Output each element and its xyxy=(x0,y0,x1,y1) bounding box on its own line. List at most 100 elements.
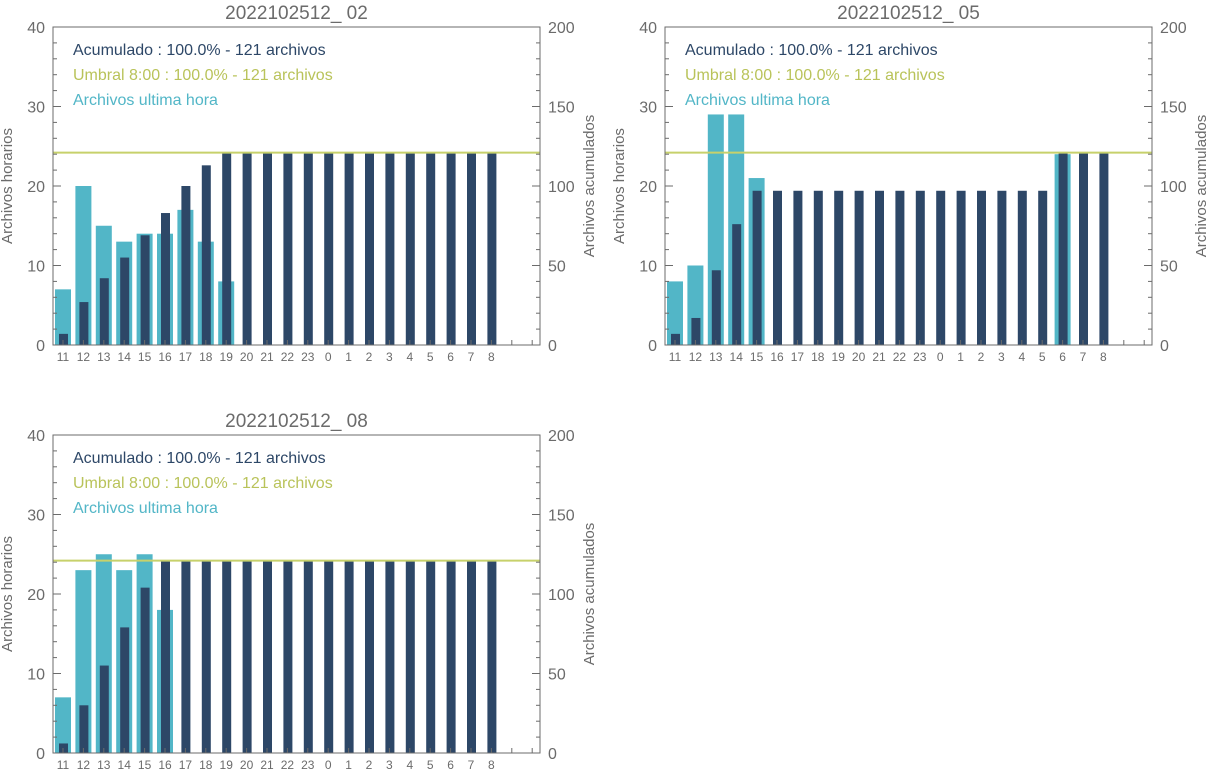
legend-threshold: Umbral 8:00 : 100.0% - 121 archivos xyxy=(73,67,333,84)
bar-cumulative-20 xyxy=(854,190,864,345)
bar-cumulative-21 xyxy=(263,152,272,345)
x-tick-label: 18 xyxy=(199,350,213,364)
y-tick-label: 40 xyxy=(639,20,657,37)
bar-cumulative-17 xyxy=(181,186,191,345)
legend-cumulative: Acumulado : 100.0% - 121 archivos xyxy=(73,450,326,467)
x-tick-label: 3 xyxy=(998,350,1005,364)
bar-cumulative-5 xyxy=(426,152,436,345)
bar-cumulative-15 xyxy=(752,190,762,345)
bar-cumulative-23 xyxy=(303,560,313,753)
y2-tick-label: 150 xyxy=(548,100,575,117)
x-tick-label: 7 xyxy=(468,350,475,364)
bar-cumulative-8 xyxy=(487,152,497,345)
x-tick-label: 2 xyxy=(366,758,373,771)
x-tick-label: 1 xyxy=(345,350,352,364)
legend-hourly: Archivos ultima hora xyxy=(73,92,218,109)
x-tick-label: 17 xyxy=(791,350,805,364)
bar-cumulative-12 xyxy=(691,317,701,345)
y2-tick-label: 0 xyxy=(548,746,557,763)
x-tick-label: 22 xyxy=(281,350,295,364)
x-tick-label: 11 xyxy=(57,350,70,364)
x-tick-label: 0 xyxy=(325,350,332,364)
x-tick-label: 12 xyxy=(77,758,91,771)
y2-tick-label: 200 xyxy=(548,20,575,37)
bar-cumulative-11 xyxy=(59,333,68,345)
x-tick-label: 21 xyxy=(872,350,886,364)
x-tick-label: 2 xyxy=(366,350,373,364)
y2-tick-label: 50 xyxy=(548,667,566,684)
y2-tick-label: 0 xyxy=(548,338,557,355)
x-tick-label: 20 xyxy=(240,350,254,364)
chart-title: 2022102512_ 08 xyxy=(225,411,368,432)
x-tick-label: 20 xyxy=(240,758,254,771)
bar-cumulative-12 xyxy=(79,302,89,345)
x-tick-label: 23 xyxy=(301,350,315,364)
bar-cumulative-8 xyxy=(487,560,497,753)
bar-cumulative-8 xyxy=(1099,152,1109,345)
x-tick-label: 8 xyxy=(488,350,495,364)
x-tick-label: 0 xyxy=(937,350,944,364)
y-tick-label: 10 xyxy=(27,259,45,276)
bar-cumulative-18 xyxy=(201,165,211,345)
x-tick-label: 15 xyxy=(750,350,764,364)
x-tick-label: 11 xyxy=(669,350,682,364)
chart-title: 2022102512_ 05 xyxy=(837,3,980,24)
y-tick-label: 20 xyxy=(639,179,657,196)
x-tick-label: 14 xyxy=(730,350,744,364)
x-tick-label: 21 xyxy=(260,350,274,364)
bar-cumulative-11 xyxy=(671,333,680,345)
x-tick-label: 3 xyxy=(386,758,393,771)
x-tick-label: 0 xyxy=(325,758,332,771)
bar-cumulative-19 xyxy=(834,190,844,345)
bar-cumulative-23 xyxy=(303,152,313,345)
y-tick-label: 30 xyxy=(27,100,45,117)
x-tick-label: 19 xyxy=(832,350,846,364)
x-tick-label: 18 xyxy=(199,758,213,771)
x-tick-label: 1 xyxy=(957,350,964,364)
bar-cumulative-4 xyxy=(405,560,415,753)
x-tick-label: 11 xyxy=(57,758,70,771)
y-tick-label: 40 xyxy=(27,428,45,445)
legend-threshold: Umbral 8:00 : 100.0% - 121 archivos xyxy=(73,475,333,492)
bar-cumulative-22 xyxy=(895,190,905,345)
bar-cumulative-21 xyxy=(875,190,884,345)
x-tick-label: 8 xyxy=(1100,350,1107,364)
x-tick-label: 13 xyxy=(97,350,111,364)
bar-cumulative-15 xyxy=(140,587,150,753)
bar-cumulative-16 xyxy=(161,560,170,753)
bar-cumulative-2 xyxy=(977,190,986,345)
x-tick-label: 14 xyxy=(118,758,132,771)
y-tick-label: 0 xyxy=(648,338,657,355)
bar-cumulative-15 xyxy=(140,235,150,345)
x-tick-label: 17 xyxy=(179,350,193,364)
y-axis-label: Archivos horarios xyxy=(611,128,628,244)
bar-cumulative-2 xyxy=(365,152,374,345)
bar-cumulative-20 xyxy=(242,560,252,753)
bar-cumulative-1 xyxy=(344,560,354,753)
bar-cumulative-7 xyxy=(467,560,476,753)
bar-cumulative-6 xyxy=(446,560,456,753)
x-tick-label: 4 xyxy=(406,758,413,771)
bar-cumulative-4 xyxy=(405,152,415,345)
y2-axis-label: Archivos acumulados xyxy=(1193,115,1206,258)
y2-axis-label: Archivos acumulados xyxy=(581,523,598,666)
bar-cumulative-0 xyxy=(324,560,334,753)
bar-cumulative-14 xyxy=(732,224,742,345)
bar-hourly-11 xyxy=(55,697,71,753)
x-tick-label: 3 xyxy=(386,350,393,364)
y2-tick-label: 50 xyxy=(1160,259,1178,276)
bar-cumulative-17 xyxy=(181,560,191,753)
x-tick-label: 12 xyxy=(689,350,703,364)
x-tick-label: 18 xyxy=(811,350,825,364)
bar-cumulative-21 xyxy=(263,560,272,753)
bar-cumulative-13 xyxy=(711,270,721,345)
bar-cumulative-13 xyxy=(99,278,109,345)
x-tick-label: 22 xyxy=(893,350,907,364)
x-tick-label: 23 xyxy=(301,758,315,771)
x-tick-label: 5 xyxy=(1039,350,1046,364)
y2-tick-label: 50 xyxy=(548,259,566,276)
bar-cumulative-0 xyxy=(324,152,334,345)
y2-tick-label: 150 xyxy=(548,508,575,525)
